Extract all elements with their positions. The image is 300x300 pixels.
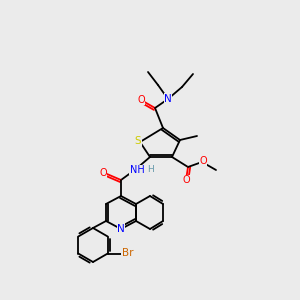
Text: NH: NH [130,165,144,175]
Text: O: O [99,168,107,178]
Text: N: N [164,94,172,104]
Text: Br: Br [122,248,134,259]
Text: S: S [135,136,141,146]
Text: N: N [117,224,125,234]
Text: O: O [137,95,145,105]
Text: O: O [182,175,190,185]
Text: H: H [147,166,153,175]
Text: O: O [199,156,207,166]
